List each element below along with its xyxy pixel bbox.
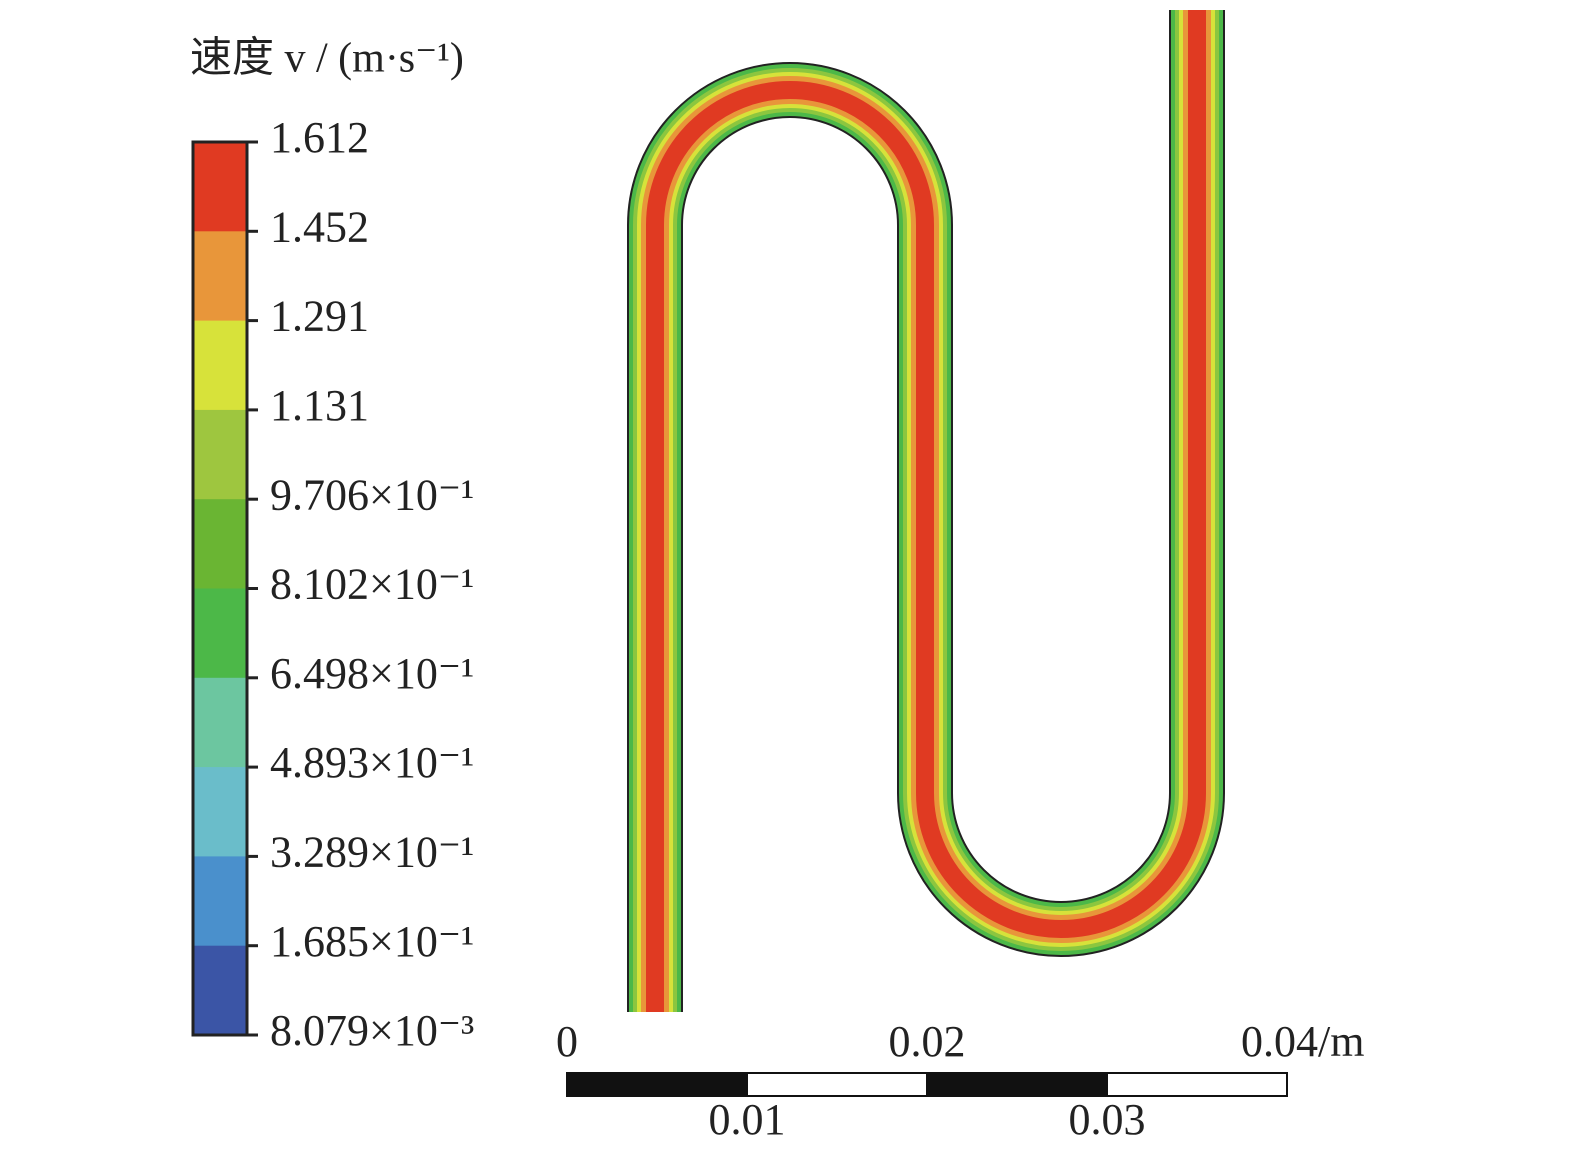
colorbar-label: 4.893×10⁻¹ — [270, 738, 474, 787]
color-band — [193, 588, 247, 679]
flow-layer — [646, 10, 1206, 1012]
scale-label: 0 — [556, 1017, 578, 1066]
color-band — [193, 677, 247, 768]
colorbar-label: 3.289×10⁻¹ — [270, 827, 474, 876]
colorbar-label: 1.612 — [270, 113, 369, 162]
scale-segment — [926, 1072, 1108, 1097]
scale-label: 0.04/m — [1241, 1017, 1364, 1066]
color-band — [193, 767, 247, 857]
scale-segment — [566, 1072, 748, 1097]
legend-title: 速度 v / (m·s⁻¹) — [190, 36, 464, 82]
color-band — [193, 499, 247, 589]
colorbar-label: 1.452 — [270, 202, 369, 251]
color-band — [193, 231, 247, 322]
color-band — [193, 945, 247, 1036]
colorbar-label: 9.706×10⁻¹ — [270, 470, 474, 519]
color-band — [193, 320, 247, 411]
scale-segment — [1106, 1072, 1288, 1097]
colorbar-label: 1.685×10⁻¹ — [270, 917, 474, 966]
color-band — [193, 142, 247, 232]
colorbar-label: 1.131 — [270, 381, 369, 430]
scale-label: 0.03 — [1069, 1095, 1146, 1144]
scale-segment — [746, 1072, 928, 1097]
color-band — [193, 409, 247, 500]
scale-label: 0.01 — [709, 1095, 786, 1144]
colorbar-label: 1.291 — [270, 292, 369, 341]
colorbar: 1.612 1.452 1.291 1.131 9.706×10⁻¹ 8.102×10⁻¹… — [191, 113, 474, 1055]
colorbar-label: 8.079×10⁻³ — [270, 1006, 474, 1055]
scale-label: 0.02 — [889, 1017, 966, 1066]
scale-bar: 0 0.02 0.04/m 0.01 0.03 — [556, 1017, 1364, 1144]
colorbar-label: 6.498×10⁻¹ — [270, 649, 474, 698]
channel — [627, 10, 1225, 1012]
colorbar-label: 8.102×10⁻¹ — [270, 560, 474, 609]
color-band — [193, 856, 247, 947]
